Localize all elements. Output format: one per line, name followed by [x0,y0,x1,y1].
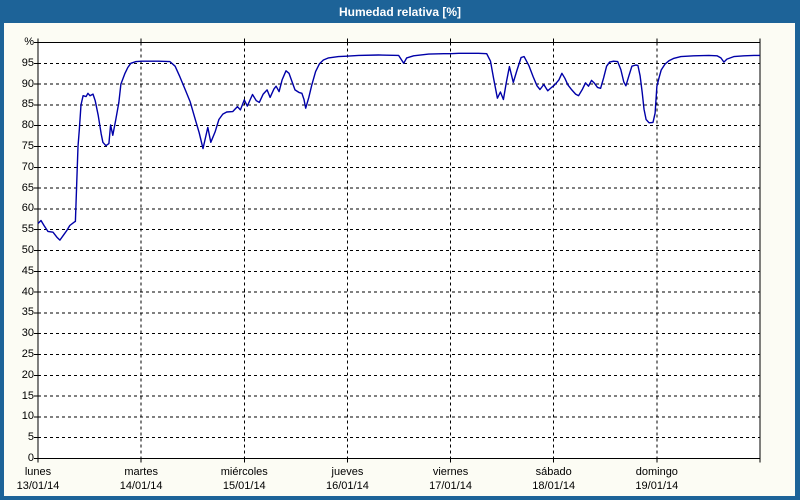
y-tick-label: 95 [21,56,34,69]
y-tick-label: 25 [21,348,34,360]
y-tick-label: 45 [21,264,34,277]
x-day-name-label: domingo [635,466,678,478]
y-tick-label: 60 [21,202,34,215]
humidity-line [37,52,760,241]
x-day-date-label: 17/01/14 [429,480,472,492]
x-day-name-label: jueves [331,466,364,478]
y-tick-label: 5 [27,431,34,444]
x-day-date-label: 15/01/14 [222,480,266,492]
x-day-name-label: sábado [535,466,572,478]
x-day-name-label: viernes [432,466,469,478]
y-tick-label: 75 [21,140,34,152]
chart-content-area: 0 5 10 15 20 25 30 35 40 45 50 55 60 65 70 75 80 85 90 95% l… [4,23,795,496]
y-tick-label: 35 [21,306,34,319]
y-tick-label: 70 [21,160,34,173]
y-tick-label: 85 [21,98,34,111]
y-tick-label: 20 [21,368,34,381]
y-tick-label: 55 [21,223,34,236]
y-tick-label: 0 [27,452,34,464]
x-day-date-label: 19/01/14 [635,480,679,492]
window-title-bar: Humedad relativa [%] [0,0,800,23]
chart-plot-svg [34,38,761,463]
x-day-date-label: 13/01/14 [16,480,60,492]
chart-title: Humedad relativa [%] [338,4,462,19]
y-tick-label: 50 [21,244,34,256]
y-tick-label: 40 [21,285,34,298]
x-day-name-label: lunes [24,466,52,478]
x-day-date-label: 14/01/14 [119,480,163,492]
x-day-name-label: martes [124,466,158,478]
y-tick-label: 65 [21,181,34,194]
y-tick-label: 30 [21,327,34,340]
y-tick-label: 10 [21,410,34,423]
x-day-date-label: 18/01/14 [532,480,576,492]
y-tick-label: 15 [21,389,34,402]
y-tick-label: 90 [21,77,34,90]
x-day-name-label: miércoles [220,466,268,478]
y-tick-label: 80 [21,119,34,132]
y-axis-unit-label: % [24,36,34,48]
x-day-date-label: 16/01/14 [326,480,369,492]
